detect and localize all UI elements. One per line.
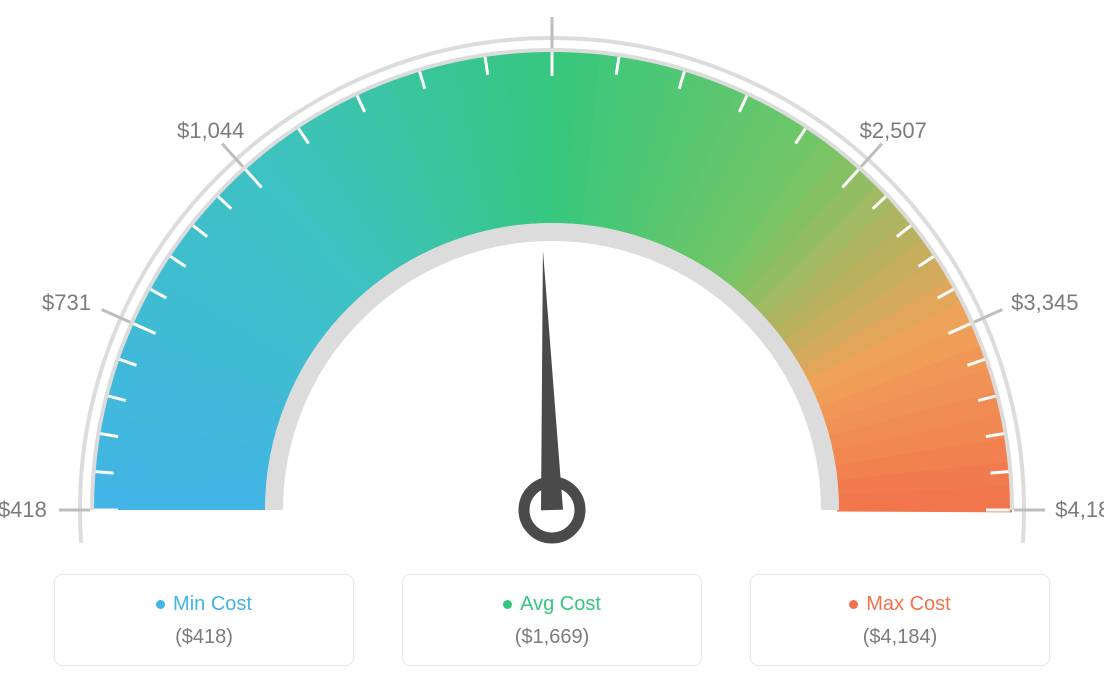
legend-card-avg: Avg Cost ($1,669) bbox=[402, 574, 702, 666]
legend-card-max: Max Cost ($4,184) bbox=[750, 574, 1050, 666]
legend-title-min: Min Cost bbox=[156, 593, 252, 616]
gauge-svg bbox=[32, 10, 1072, 550]
legend-value-min: ($418) bbox=[55, 626, 353, 649]
gauge-axis-label: $418 bbox=[0, 497, 47, 523]
gauge-axis-label: $3,345 bbox=[1011, 290, 1078, 316]
dot-icon bbox=[503, 600, 512, 609]
legend-card-min: Min Cost ($418) bbox=[54, 574, 354, 666]
dot-icon bbox=[849, 600, 858, 609]
gauge-axis-label: $731 bbox=[42, 290, 91, 316]
legend-row: Min Cost ($418) Avg Cost ($1,669) Max Co… bbox=[0, 574, 1104, 666]
legend-label-max: Max Cost bbox=[866, 593, 950, 616]
gauge-axis-label: $1,044 bbox=[177, 118, 244, 144]
legend-title-avg: Avg Cost bbox=[503, 593, 601, 616]
legend-title-max: Max Cost bbox=[849, 593, 950, 616]
gauge-chart: $418$731$1,044$1,669$2,507$3,345$4,184 bbox=[32, 10, 1072, 550]
legend-label-avg: Avg Cost bbox=[520, 593, 601, 616]
dot-icon bbox=[156, 600, 165, 609]
legend-label-min: Min Cost bbox=[173, 593, 252, 616]
gauge-axis-label: $4,184 bbox=[1055, 497, 1104, 523]
gauge-axis-label: $2,507 bbox=[860, 118, 927, 144]
legend-value-max: ($4,184) bbox=[751, 626, 1049, 649]
legend-value-avg: ($1,669) bbox=[403, 626, 701, 649]
